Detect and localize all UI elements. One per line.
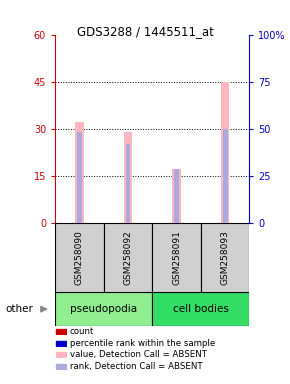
Text: other: other — [6, 304, 34, 314]
Bar — [56, 352, 66, 358]
Bar — [172, 169, 181, 223]
Text: GSM258090: GSM258090 — [75, 230, 84, 285]
Text: GSM258091: GSM258091 — [172, 230, 181, 285]
Bar — [126, 144, 130, 223]
Text: pseudopodia: pseudopodia — [70, 304, 137, 314]
Bar — [221, 82, 229, 223]
Text: cell bodies: cell bodies — [173, 304, 229, 314]
Text: GSM258093: GSM258093 — [221, 230, 230, 285]
Text: count: count — [70, 327, 94, 336]
Bar — [104, 223, 152, 292]
Text: percentile rank within the sample: percentile rank within the sample — [70, 339, 215, 348]
Bar — [55, 223, 104, 292]
Bar — [56, 329, 66, 334]
Bar — [201, 223, 249, 292]
Bar — [56, 341, 66, 346]
Bar — [124, 132, 132, 223]
Bar — [55, 292, 152, 326]
Bar — [152, 223, 201, 292]
Text: rank, Detection Call = ABSENT: rank, Detection Call = ABSENT — [70, 362, 202, 371]
Bar — [174, 169, 179, 223]
Text: value, Detection Call = ABSENT: value, Detection Call = ABSENT — [70, 350, 206, 359]
Bar — [152, 292, 249, 326]
Bar — [77, 132, 82, 223]
Text: GDS3288 / 1445511_at: GDS3288 / 1445511_at — [77, 25, 213, 38]
Text: GSM258092: GSM258092 — [124, 230, 133, 285]
Bar — [75, 122, 84, 223]
Bar — [223, 129, 228, 223]
Bar — [56, 364, 66, 369]
